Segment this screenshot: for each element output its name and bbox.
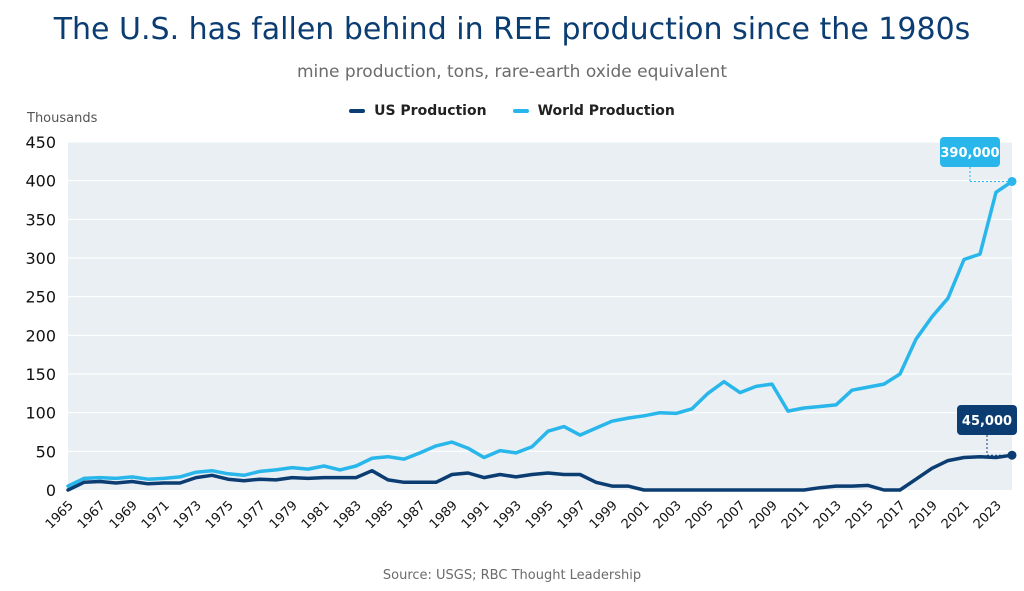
y-units-label: Thousands: [27, 111, 98, 126]
x-tick-label: 1969: [107, 498, 141, 532]
chart-title: The U.S. has fallen behind in REE produc…: [53, 12, 971, 47]
x-tick-label: 1991: [459, 498, 493, 532]
annotation-box: [940, 137, 1000, 167]
y-tick-label: 350: [25, 210, 56, 229]
series-line-us-production: [66, 453, 1014, 492]
plot-area: [68, 142, 1012, 490]
x-tick-label: 2017: [875, 498, 909, 532]
x-tick-label: 1989: [427, 498, 461, 532]
x-tick-label: 2011: [779, 498, 813, 532]
y-tick-label: 50: [36, 442, 56, 461]
x-tick-label: 2009: [747, 498, 781, 532]
annotation-label: 390,000: [940, 146, 999, 161]
y-tick-label: 300: [25, 249, 56, 268]
legend-label-us: US Production: [374, 103, 487, 119]
chart-subtitle: mine production, tons, rare-earth oxide …: [296, 62, 727, 82]
y-tick-label: 0: [46, 481, 56, 500]
legend-item-world: World Production: [512, 103, 675, 119]
x-tick-label: 1985: [363, 498, 397, 532]
y-tick-label: 450: [25, 133, 56, 152]
endpoint-marker-us-production: [1007, 450, 1017, 460]
x-tick-label: 1973: [171, 498, 205, 532]
series-line-world-production: [66, 179, 1014, 488]
x-tick-label: 1993: [491, 498, 525, 532]
x-tick-label: 1981: [299, 498, 333, 532]
x-tick-label: 1983: [331, 498, 365, 532]
x-tick-label: 1971: [139, 498, 173, 532]
y-tick-label: 200: [25, 326, 56, 345]
annotation-box: [957, 405, 1017, 435]
legend-item-us: US Production: [349, 103, 487, 119]
y-tick-label: 150: [25, 365, 56, 384]
x-tick-label: 1979: [267, 498, 301, 532]
x-tick-label: 1997: [555, 498, 589, 532]
x-tick-label: 1965: [43, 498, 77, 532]
x-tick-label: 1999: [587, 498, 621, 532]
x-tick-label: 2023: [971, 498, 1005, 532]
x-tick-label: 2013: [811, 498, 845, 532]
x-tick-label: 1977: [235, 498, 269, 532]
x-tick-label: 2015: [843, 498, 877, 532]
x-tick-label: 2007: [715, 498, 749, 532]
x-tick-label: 2003: [651, 498, 685, 532]
x-tick-label: 2021: [939, 498, 973, 532]
y-tick-label: 100: [25, 404, 56, 423]
legend-label-world: World Production: [537, 103, 675, 119]
legend-swatch-world: [512, 109, 529, 113]
x-tick-label: 2005: [683, 498, 717, 532]
source-note: Source: USGS; RBC Thought Leadership: [382, 568, 642, 583]
endpoint-marker-world-production: [1007, 176, 1017, 186]
x-tick-label: 2001: [619, 498, 653, 532]
x-tick-label: 1975: [203, 498, 237, 532]
annotation-label: 45,000: [962, 414, 1012, 429]
x-tick-label: 1967: [75, 498, 109, 532]
y-tick-label: 400: [25, 172, 56, 191]
x-tick-label: 2019: [907, 498, 941, 532]
x-tick-label: 1995: [523, 498, 557, 532]
y-tick-label: 250: [25, 288, 56, 307]
legend: US Production World Production: [0, 103, 1024, 119]
x-tick-label: 1987: [395, 498, 429, 532]
legend-swatch-us: [349, 109, 366, 113]
